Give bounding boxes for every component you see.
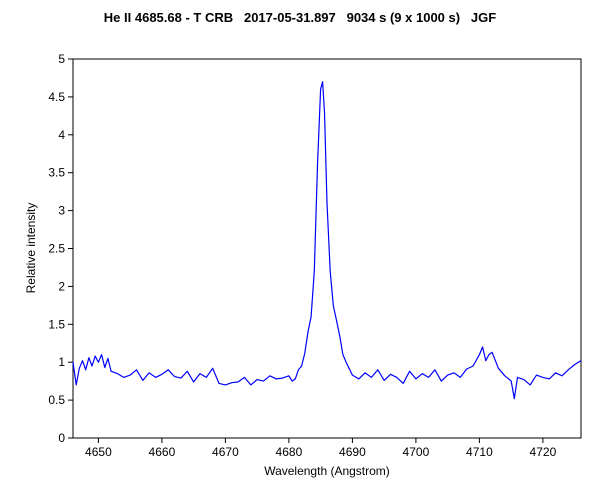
y-tick-label: 2 <box>58 279 65 293</box>
x-tick-label: 4710 <box>466 445 493 459</box>
y-axis-label: Relative intensity <box>24 203 38 294</box>
y-tick-label: 4 <box>58 128 65 142</box>
x-tick-label: 4680 <box>276 445 303 459</box>
y-tick-label: 0.5 <box>48 393 65 407</box>
y-tick-label: 5 <box>58 52 65 66</box>
y-axis-ticks: 0 0.5 1 1.5 2 2.5 3 3.5 4 4.5 5 <box>48 52 73 445</box>
series-group <box>72 81 582 400</box>
y-tick-label: 3.5 <box>48 166 65 180</box>
spectrum-line <box>72 81 582 400</box>
chart-title: He II 4685.68 - T CRB 2017-05-31.897 903… <box>103 10 497 25</box>
y-tick-label: 2.5 <box>48 242 65 256</box>
x-axis-ticks: 4650 4660 4670 4680 4690 4700 4710 4720 <box>85 438 557 459</box>
x-tick-label: 4720 <box>530 445 557 459</box>
y-tick-label: 3 <box>58 204 65 218</box>
y-tick-label: 0 <box>58 431 65 445</box>
y-tick-label: 1.5 <box>48 317 65 331</box>
y-tick-label: 4.5 <box>48 90 65 104</box>
y-tick-label: 1 <box>58 355 65 369</box>
x-tick-label: 4650 <box>85 445 112 459</box>
x-tick-label: 4670 <box>212 445 239 459</box>
x-tick-label: 4690 <box>339 445 366 459</box>
x-tick-label: 4700 <box>403 445 430 459</box>
x-axis-label: Wavelength (Angstrom) <box>264 464 390 478</box>
plot-area <box>72 58 582 439</box>
x-tick-label: 4660 <box>149 445 176 459</box>
